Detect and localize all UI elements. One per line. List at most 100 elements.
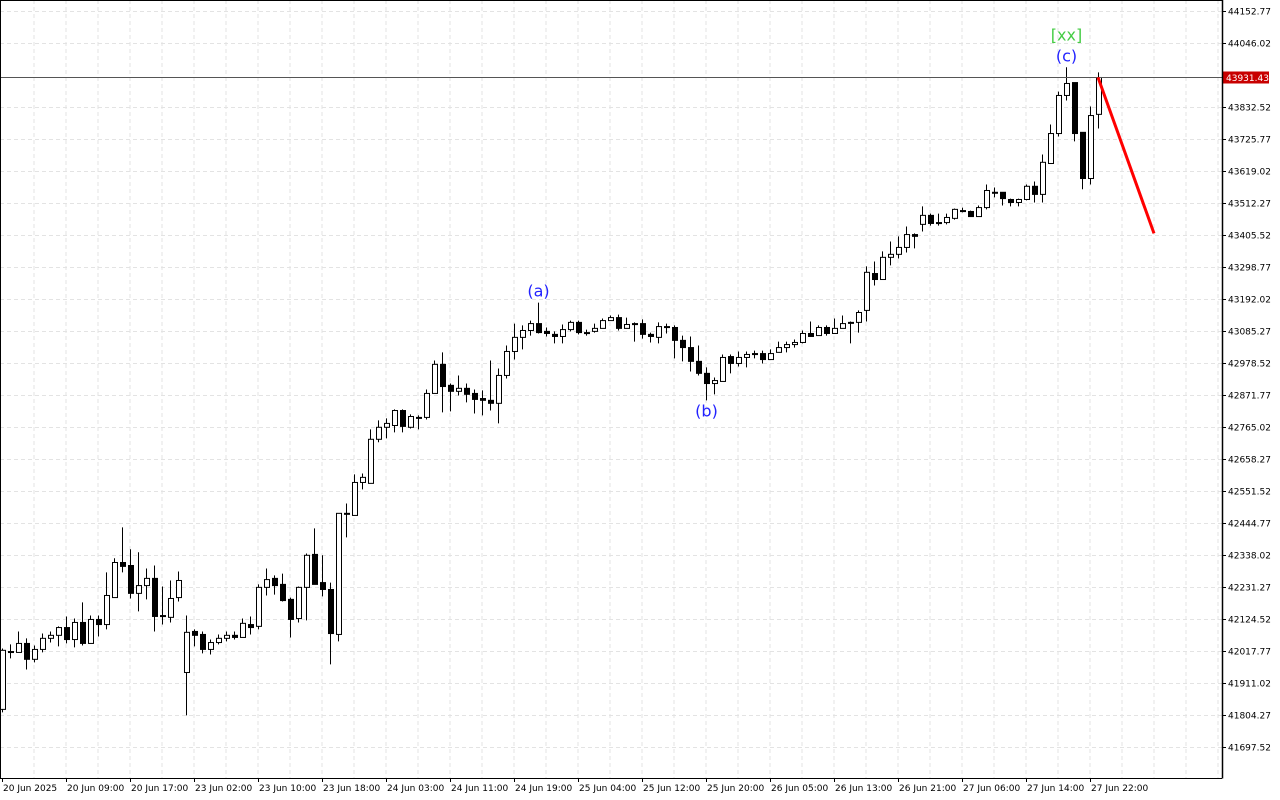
candle: [72, 618, 78, 648]
candle: [624, 317, 630, 329]
candle: [800, 330, 806, 344]
candle: [120, 527, 126, 573]
candle: [984, 184, 990, 210]
candle: [232, 631, 238, 640]
candle: [760, 350, 766, 364]
candle-body-bullish: [800, 332, 806, 343]
candle-body-bullish: [432, 363, 438, 394]
candle: [560, 324, 566, 344]
candle-body-bullish: [720, 356, 726, 382]
candle-body-bearish: [272, 577, 278, 587]
candle: [696, 345, 702, 376]
candle-body-bearish: [680, 339, 686, 349]
candle: [936, 213, 942, 226]
candle: [512, 323, 518, 360]
y-tick-label: 44046.02: [1228, 40, 1271, 50]
y-tick-label: 42444.77: [1228, 520, 1271, 530]
candle: [216, 634, 222, 645]
candle: [312, 528, 318, 585]
candle-body-bearish: [152, 577, 158, 617]
candle-body-bullish: [416, 416, 422, 419]
candle: [1024, 184, 1030, 201]
y-tick-label: 41804.27: [1228, 712, 1271, 722]
candle: [520, 325, 526, 350]
x-tick-label: 25 Jun 04:00: [579, 784, 636, 794]
candle-body-bearish: [1000, 191, 1006, 200]
candle-body-bullish: [904, 234, 910, 248]
candle: [576, 320, 582, 335]
candle: [584, 329, 590, 336]
y-tick-label: 43085.27: [1228, 328, 1271, 338]
candle-body-bearish: [928, 214, 934, 224]
candle-body-bullish: [528, 323, 534, 331]
candle: [856, 310, 862, 333]
forecast-line: [1096, 76, 1156, 234]
candle: [40, 633, 46, 653]
candle-body-bearish: [672, 326, 678, 341]
candle-body-bullish: [712, 380, 718, 385]
candle: [480, 390, 486, 416]
degree-label: [xx]: [1051, 25, 1082, 44]
candle-body-bullish: [264, 579, 270, 588]
candle-body-bullish: [936, 222, 942, 225]
candle-body-bullish: [296, 586, 302, 620]
candle: [224, 631, 230, 642]
candle: [176, 571, 182, 602]
candle: [264, 568, 270, 596]
candle-body-bullish: [600, 320, 606, 329]
candle: [448, 383, 454, 412]
candle: [128, 549, 134, 599]
candle: [712, 377, 718, 395]
candle: [96, 615, 102, 637]
candle: [1032, 181, 1038, 203]
candle: [296, 586, 302, 623]
candle: [456, 375, 462, 396]
candle-body-bullish: [992, 191, 998, 194]
candle: [424, 389, 430, 420]
candle-body-bullish: [776, 347, 782, 353]
candle: [464, 383, 470, 403]
y-tick-label: 43832.52: [1228, 104, 1271, 114]
x-tick-label: 23 Jun 18:00: [323, 784, 380, 794]
candle: [64, 616, 70, 644]
candle-body-bearish: [448, 384, 454, 392]
candle: [976, 205, 982, 218]
candle-body-bullish: [48, 634, 54, 639]
candle-body-bullish: [832, 327, 838, 334]
candle-body-bearish: [128, 564, 134, 594]
candle: [544, 327, 550, 337]
candle: [608, 315, 614, 322]
x-tick-label: 20 Jun 17:00: [131, 784, 188, 794]
candle: [672, 325, 678, 359]
candle-body-bullish: [240, 622, 246, 638]
candle: [160, 586, 166, 625]
candle: [784, 341, 790, 353]
candle-body-bullish: [352, 481, 358, 516]
candle: [208, 639, 214, 655]
candle-body-bearish: [1008, 198, 1014, 203]
candle: [824, 325, 830, 336]
candle-body-bullish: [784, 344, 790, 349]
candle-body-bullish: [136, 585, 142, 594]
x-tick-label: 20 Jun 2025: [3, 784, 57, 794]
candle: [1040, 154, 1046, 203]
candle: [1016, 198, 1022, 207]
y-tick-label: 42551.52: [1228, 488, 1271, 498]
candle: [384, 418, 390, 439]
candle-body-bullish: [112, 562, 118, 599]
candle-body-bullish: [32, 648, 38, 660]
candle: [32, 645, 38, 663]
candle: [352, 474, 358, 516]
candle-body-bullish: [1048, 133, 1054, 165]
candle-body-bullish: [56, 627, 62, 636]
candle-body-bearish: [704, 372, 710, 385]
candle: [136, 552, 142, 612]
candle-body-bearish: [576, 321, 582, 334]
candle-body-bullish: [560, 329, 566, 337]
candle-body-bullish: [584, 332, 590, 335]
x-tick-label: 27 Jun 06:00: [963, 784, 1020, 794]
candle-body-bullish: [888, 253, 894, 258]
candle-body-bullish: [792, 341, 798, 346]
candle-body-bearish: [24, 642, 30, 660]
candle: [688, 336, 694, 372]
